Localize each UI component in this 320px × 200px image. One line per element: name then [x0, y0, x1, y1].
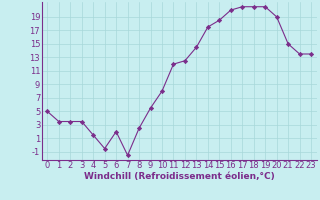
X-axis label: Windchill (Refroidissement éolien,°C): Windchill (Refroidissement éolien,°C) — [84, 172, 275, 181]
